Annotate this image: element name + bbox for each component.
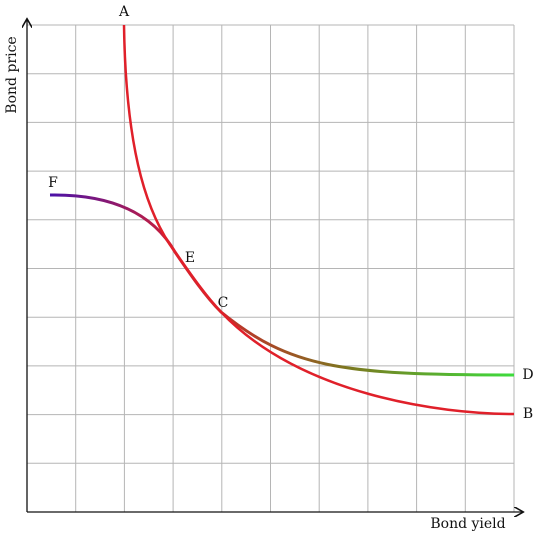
y-axis-label: Bond price: [4, 36, 20, 113]
point-label: C: [218, 295, 229, 311]
curve-ab: [122, 24, 515, 416]
x-axis-label: Bond yield: [430, 516, 505, 532]
point-label: D: [522, 367, 533, 383]
point-label: A: [118, 4, 130, 20]
point-label: E: [185, 250, 195, 266]
point-label: F: [48, 175, 58, 191]
curve-fd: [49, 193, 515, 377]
point-label: B: [523, 406, 533, 422]
grid: [27, 24, 515, 512]
